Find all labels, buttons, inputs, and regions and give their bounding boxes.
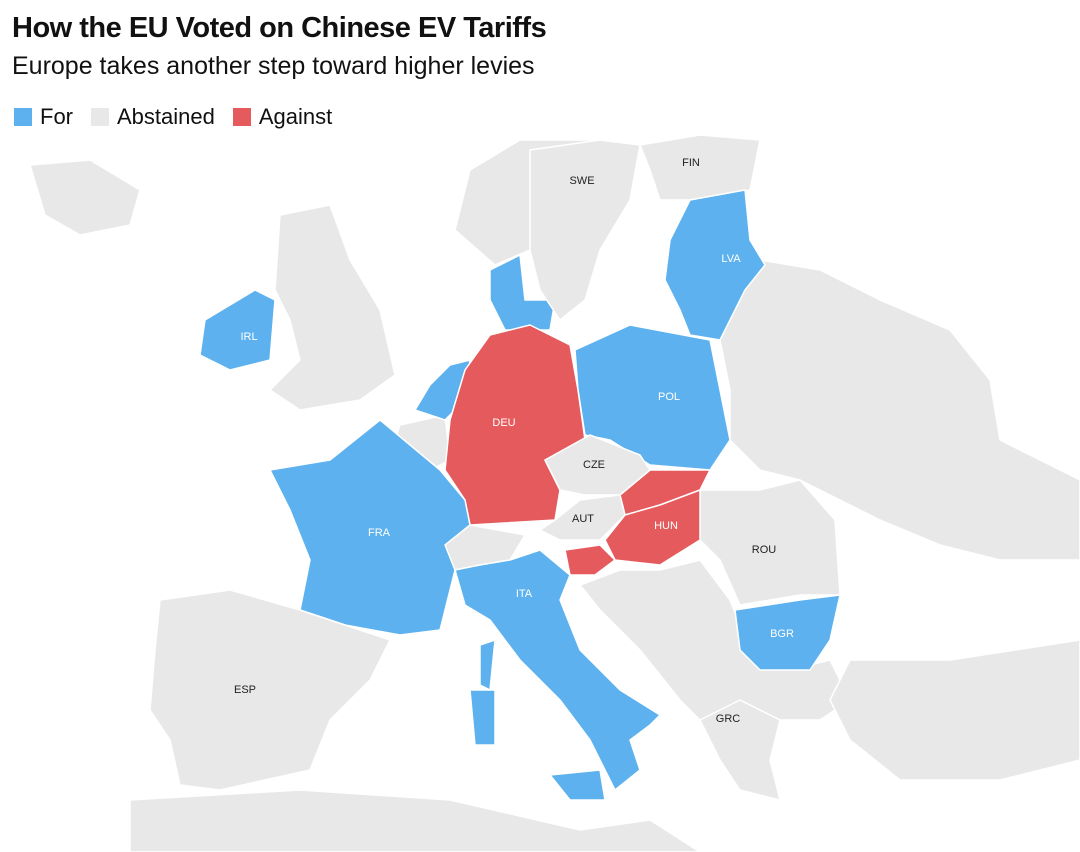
country-label: GRC	[716, 713, 741, 725]
country-label: IRL	[240, 331, 257, 343]
country-label: SWE	[569, 175, 594, 187]
legend-label: For	[40, 104, 73, 129]
legend-item: Against	[232, 104, 333, 130]
legend-item: For	[14, 104, 73, 130]
country-label: LVA	[721, 253, 741, 265]
country	[699, 479, 841, 606]
country	[664, 189, 766, 341]
country-label: FIN	[682, 157, 700, 169]
country-label: AUT	[572, 513, 594, 525]
countries	[149, 134, 841, 801]
country-labels: SWE FIN LVA IRL POL DEU CZE AUT HUN FRA ROU ITA BGR E…	[234, 157, 794, 725]
country	[544, 434, 651, 496]
country-label: CZE	[583, 459, 605, 471]
legend-swatch	[232, 108, 251, 126]
legend-swatch	[91, 108, 109, 126]
subtitle: Europe takes another step toward higher …	[12, 52, 535, 80]
country	[149, 589, 391, 791]
country	[699, 699, 781, 801]
country	[454, 549, 661, 791]
legend-item: Abstained	[91, 104, 215, 130]
legend: For Abstained Against	[14, 104, 332, 130]
legend-label: Against	[258, 104, 333, 129]
legend-swatch	[14, 108, 32, 126]
country-label: ESP	[234, 684, 256, 696]
country	[199, 289, 276, 371]
title: How the EU Voted on Chinese EV Tariffs	[12, 12, 547, 44]
country-label: ROU	[752, 544, 777, 556]
legend-label: Abstained	[117, 104, 215, 129]
country-label: BGR	[770, 628, 794, 640]
country-label: FRA	[368, 527, 391, 539]
unlabeled-members	[414, 254, 711, 801]
country-label: ITA	[516, 588, 533, 600]
country-label: POL	[658, 391, 680, 403]
country	[529, 139, 641, 321]
country	[539, 494, 626, 541]
country	[734, 594, 841, 671]
country-label: DEU	[492, 417, 515, 429]
country-label: HUN	[654, 520, 678, 532]
country	[444, 324, 586, 526]
